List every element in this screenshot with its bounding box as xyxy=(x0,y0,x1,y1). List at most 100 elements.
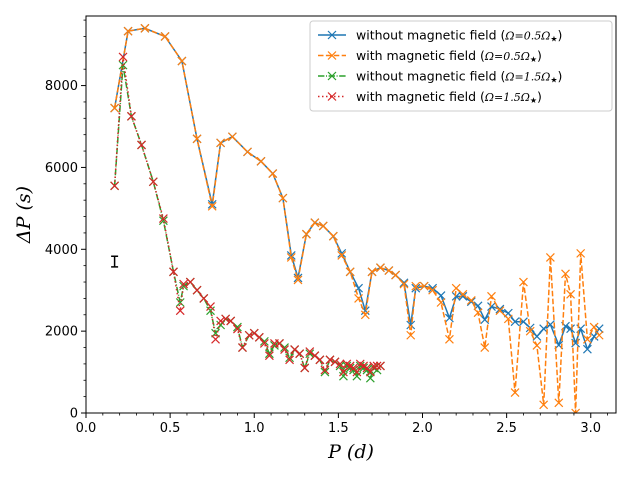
legend-math: Ω=1.5Ω xyxy=(484,91,530,104)
data-point xyxy=(179,281,189,291)
series-layer xyxy=(110,23,604,413)
x-tick-label: 1.0 xyxy=(244,421,265,436)
data-point xyxy=(179,279,189,289)
data-point xyxy=(582,344,592,354)
data-point xyxy=(295,349,305,359)
data-point xyxy=(216,138,226,148)
data-point xyxy=(293,275,303,285)
data-point xyxy=(226,316,236,326)
data-point xyxy=(337,251,347,260)
series-line xyxy=(113,64,381,379)
data-point xyxy=(376,263,385,273)
data-point xyxy=(305,347,315,357)
data-point xyxy=(305,349,315,359)
data-point xyxy=(259,338,269,348)
data-point xyxy=(345,267,355,277)
legend-label: without magnetic field (Ω=0.5Ω★) xyxy=(356,28,562,44)
data-point xyxy=(256,156,266,166)
x-tick-label: 2.0 xyxy=(412,421,433,436)
data-point xyxy=(318,221,328,231)
data-point xyxy=(185,277,195,287)
data-point xyxy=(199,293,209,303)
data-point xyxy=(206,302,215,312)
data-point xyxy=(428,285,438,295)
data-point xyxy=(175,298,185,307)
data-point xyxy=(286,253,296,262)
data-point xyxy=(561,269,570,279)
data-point xyxy=(310,218,320,228)
data-point xyxy=(268,169,278,178)
data-point xyxy=(545,253,555,262)
data-point xyxy=(589,322,599,332)
data-point xyxy=(571,408,581,413)
data-point xyxy=(320,367,330,377)
legend-star: ★ xyxy=(530,55,537,64)
data-point xyxy=(275,338,284,348)
data-point xyxy=(320,365,330,375)
data-point xyxy=(280,343,289,352)
data-point xyxy=(175,306,185,316)
data-point xyxy=(335,359,345,369)
data-point xyxy=(227,132,237,142)
data-point xyxy=(158,214,168,224)
data-point xyxy=(406,330,416,340)
x-tick-label: 2.5 xyxy=(496,421,517,436)
data-point xyxy=(487,302,496,312)
data-point xyxy=(110,103,120,113)
data-point xyxy=(525,326,535,336)
data-point xyxy=(539,400,549,410)
y-tick-label: 6000 xyxy=(45,161,78,176)
data-point xyxy=(480,343,490,352)
data-point xyxy=(127,111,136,121)
legend-math: Ω=1.5Ω xyxy=(504,71,550,84)
y-tick-label: 2000 xyxy=(45,325,78,340)
data-point xyxy=(244,330,254,340)
data-point xyxy=(325,355,335,365)
legend-star: ★ xyxy=(550,35,557,44)
x-tick-label: 0.0 xyxy=(76,421,97,436)
data-point xyxy=(315,355,325,365)
data-point xyxy=(192,285,202,295)
legend-item-4: with magnetic field (Ω=1.5Ω★) xyxy=(318,89,542,105)
data-point xyxy=(140,23,150,33)
series-2 xyxy=(110,23,604,413)
legend-box xyxy=(309,20,613,112)
data-point xyxy=(300,363,310,373)
data-point xyxy=(216,316,226,326)
data-point xyxy=(328,231,338,241)
y-tick-label: 8000 xyxy=(45,79,78,94)
legend-item-3: without magnetic field (Ω=1.5Ω★) xyxy=(318,69,562,85)
data-point xyxy=(495,306,505,316)
data-point xyxy=(270,341,279,350)
x-tick-label: 3.0 xyxy=(580,421,601,436)
data-point xyxy=(451,291,461,301)
y-axis-label: ΔP (s) xyxy=(13,186,35,244)
y-tick-label: 0 xyxy=(70,407,78,422)
data-point xyxy=(169,267,178,277)
data-point xyxy=(566,289,575,299)
data-point xyxy=(480,315,490,325)
data-point xyxy=(458,291,468,301)
data-point xyxy=(278,193,288,203)
data-point xyxy=(466,296,476,305)
legend-label: without magnetic field (Ω=1.5Ω★) xyxy=(356,69,562,85)
data-point xyxy=(259,336,269,346)
data-point xyxy=(354,293,363,303)
data-point xyxy=(249,328,259,338)
data-point xyxy=(532,341,542,350)
data-point xyxy=(376,361,385,371)
data-point xyxy=(238,343,247,352)
error-bar xyxy=(111,255,119,268)
data-point xyxy=(519,277,528,287)
data-point xyxy=(458,289,468,299)
data-point xyxy=(503,314,513,324)
legend-star: ★ xyxy=(550,76,557,85)
data-point xyxy=(286,251,296,260)
data-point xyxy=(243,147,252,157)
data-point xyxy=(372,361,382,371)
legend-marker xyxy=(327,51,337,60)
data-point xyxy=(118,52,128,62)
data-point xyxy=(110,181,120,191)
legend-marker xyxy=(327,30,337,40)
